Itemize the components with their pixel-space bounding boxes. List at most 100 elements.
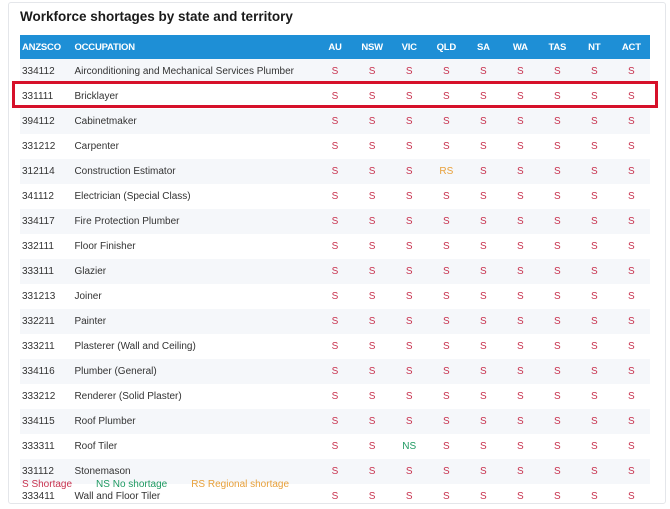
status-cell: S <box>442 391 450 402</box>
status-cell: S <box>405 141 413 152</box>
table-row: 333212 Renderer (Solid Plaster) S S S S S S S S S <box>20 384 650 409</box>
column-header-wa: WA <box>501 35 539 59</box>
table-row: 333111 Glazier S S S S S S S S S <box>20 259 650 284</box>
column-header-qld: QLD <box>427 35 465 59</box>
status-cell: S <box>353 209 391 234</box>
table-header: ANZSCO OCCUPATION AU NSW VIC QLD SA WA TAS NT ACT <box>20 35 650 59</box>
status-cell: S <box>442 141 450 152</box>
occupation-name: Cabinetmaker <box>72 109 317 134</box>
column-header-tas: TAS <box>538 35 576 59</box>
column-header-act: ACT <box>612 35 650 59</box>
table-row: 333411 Wall and Floor Tiler S S S S S S S S S <box>20 484 650 509</box>
occupation-name: Fire Protection Plumber <box>72 209 317 234</box>
status-cell: S <box>480 291 487 302</box>
status-cell: S <box>331 141 339 152</box>
status-cell: S <box>405 241 413 252</box>
anzsco-code: 341112 <box>22 191 54 202</box>
status-cell: S <box>575 159 613 184</box>
status-cell: S <box>590 241 598 252</box>
status-cell: S <box>464 159 502 184</box>
occupation-name: Glazier <box>72 259 317 284</box>
table-row: 334116 Plumber (General) S S S S S S S S S <box>20 359 650 384</box>
status-cell: S <box>553 191 561 202</box>
status-cell: S <box>516 491 524 502</box>
status-cell: S <box>353 409 391 434</box>
status-cell: S <box>405 91 413 102</box>
status-cell: S <box>480 241 487 252</box>
status-cell: S <box>575 209 613 234</box>
column-header-occupation: OCCUPATION <box>72 35 317 59</box>
occupation-name: Joiner <box>74 291 102 302</box>
occupation-name: Painter <box>72 309 317 334</box>
occupation-name: Electrician (Special Class) <box>74 191 191 202</box>
status-cell: S <box>501 359 539 384</box>
column-header-nsw: NSW <box>353 35 391 59</box>
status-cell: S <box>628 441 635 452</box>
status-cell: S <box>331 291 339 302</box>
status-cell: S <box>590 141 598 152</box>
occupation-name: Carpenter <box>74 141 119 152</box>
status-cell: S <box>480 441 487 452</box>
status-cell: S <box>368 291 376 302</box>
status-cell: S <box>368 391 376 402</box>
status-cell: S <box>480 491 487 502</box>
status-cell: S <box>464 259 502 284</box>
status-cell: S <box>628 91 635 102</box>
status-cell: S <box>464 309 502 334</box>
status-cell: S <box>575 109 613 134</box>
anzsco-code: 394112 <box>20 109 73 134</box>
table-row: 331212 Carpenter S S S S S S S S S <box>20 134 650 159</box>
status-cell: S <box>612 209 650 234</box>
status-cell: S <box>331 91 339 102</box>
status-cell: S <box>501 59 539 84</box>
status-cell: S <box>575 309 613 334</box>
column-header-anzsco: ANZSCO <box>20 35 73 59</box>
status-cell: S <box>538 459 576 484</box>
status-cell: S <box>516 91 524 102</box>
occupation-name: Stonemason <box>72 459 317 484</box>
anzsco-code: 331111 <box>22 91 54 102</box>
page-title: Workforce shortages by state and territo… <box>20 9 293 24</box>
anzsco-code: 332211 <box>20 309 73 334</box>
status-cell: S <box>590 491 598 502</box>
status-cell: S <box>553 341 561 352</box>
status-cell: S <box>538 359 576 384</box>
status-cell: S <box>553 241 561 252</box>
table-row: 331213 Joiner S S S S S S S S S <box>20 284 650 309</box>
status-cell: S <box>590 191 598 202</box>
table-row: 312114 Construction Estimator S S S RS S S S S S <box>20 159 650 184</box>
status-cell: RS <box>427 159 465 184</box>
anzsco-code: 331213 <box>22 291 56 302</box>
status-cell: S <box>480 341 487 352</box>
status-cell: S <box>331 191 339 202</box>
anzsco-code: 334117 <box>20 209 73 234</box>
status-cell: S <box>628 291 635 302</box>
status-cell: S <box>590 391 598 402</box>
anzsco-code: 334115 <box>20 409 73 434</box>
table-row: 332111 Floor Finisher S S S S S S S S S <box>20 234 650 259</box>
status-cell: S <box>628 341 635 352</box>
status-cell: S <box>464 359 502 384</box>
status-cell: S <box>501 109 539 134</box>
table-row: 332211 Painter S S S S S S S S S <box>20 309 650 334</box>
status-cell: S <box>464 209 502 234</box>
highlight-box <box>12 81 658 108</box>
occupation-name: Plumber (General) <box>72 359 317 384</box>
status-cell: S <box>575 359 613 384</box>
status-cell: S <box>516 391 524 402</box>
status-cell: S <box>316 309 354 334</box>
status-cell: S <box>316 159 354 184</box>
table-row: 331111 Bricklayer S S S S S S S S S <box>20 84 650 109</box>
status-cell: S <box>390 409 428 434</box>
status-cell: S <box>538 409 576 434</box>
anzsco-code: 333311 <box>22 441 55 452</box>
column-header-au: AU <box>316 35 354 59</box>
status-cell: S <box>501 459 539 484</box>
status-cell: S <box>553 391 561 402</box>
status-cell: S <box>390 459 428 484</box>
status-cell: S <box>368 241 376 252</box>
occupation-name: Renderer (Solid Plaster) <box>74 391 182 402</box>
status-cell: S <box>390 109 428 134</box>
anzsco-code: 331212 <box>22 141 56 152</box>
anzsco-code: 333111 <box>20 259 73 284</box>
